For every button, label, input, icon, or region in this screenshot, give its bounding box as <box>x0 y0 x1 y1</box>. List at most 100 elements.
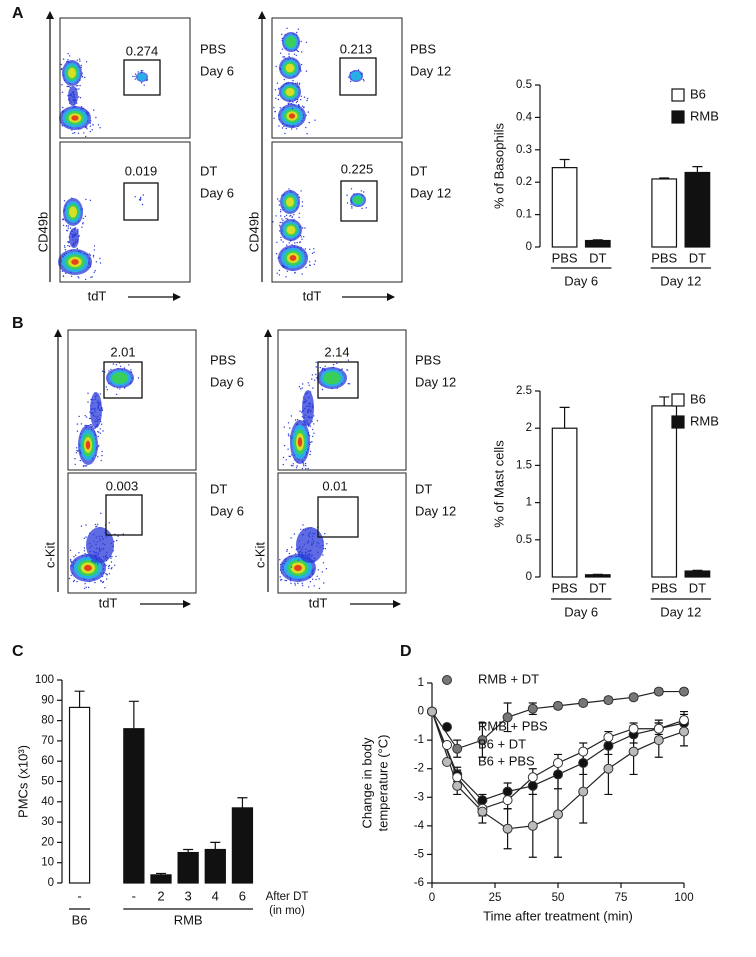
event-dot <box>278 274 281 276</box>
day-label: Day 6 <box>200 185 234 200</box>
event-dot <box>293 214 295 216</box>
event-dot <box>78 552 80 554</box>
event-dot <box>91 129 93 131</box>
density-level <box>285 36 297 48</box>
point <box>452 743 463 754</box>
x-axis-label: tdT <box>88 288 107 303</box>
event-dot <box>300 95 303 98</box>
event-dot <box>84 76 86 79</box>
event-dot <box>140 82 143 84</box>
event-dot <box>83 537 86 539</box>
point <box>603 740 614 751</box>
point <box>679 715 689 726</box>
event-dot <box>83 132 85 134</box>
event-dot <box>116 393 118 396</box>
event-dot <box>85 126 87 129</box>
y-tick-label: 0.3 <box>516 144 532 156</box>
gate <box>105 494 143 536</box>
event-dot <box>296 419 299 421</box>
event-dot <box>287 422 290 424</box>
density-level <box>69 228 79 248</box>
event-dot <box>325 568 328 570</box>
event-dot <box>143 84 145 86</box>
x-tick-label: PBS <box>552 250 578 265</box>
event-dot <box>106 574 108 576</box>
event-dot <box>115 364 118 366</box>
event-dot <box>79 60 81 62</box>
event-dot <box>60 63 62 66</box>
event-dot <box>100 459 102 462</box>
error-bar <box>559 406 570 429</box>
legend-swatch <box>671 110 685 124</box>
event-dot <box>76 430 79 432</box>
gate <box>339 57 377 96</box>
event-dot <box>312 435 314 438</box>
y-tick-label: 0.2 <box>516 176 532 188</box>
event-dot <box>282 241 284 243</box>
event-dot <box>100 423 103 425</box>
group-label: Day 12 <box>660 273 701 288</box>
event-dot <box>306 133 308 135</box>
density-level <box>68 67 76 79</box>
event-dot <box>300 528 302 531</box>
legend-label: RMB + DT <box>478 671 539 686</box>
event-dot <box>77 132 80 134</box>
event-dot <box>303 106 305 109</box>
point <box>527 820 538 831</box>
event-dot <box>341 368 343 370</box>
event-dot <box>308 384 310 386</box>
plot-frame <box>67 329 197 471</box>
group-label: RMB <box>174 912 203 927</box>
event-dot <box>300 388 302 390</box>
x-tick-label: PBS <box>552 580 578 595</box>
y-axis-label: PMCs (x10³) <box>15 745 30 818</box>
annotation: After DT <box>266 891 309 903</box>
x-tick-label: DT <box>589 250 606 265</box>
event-dot <box>81 76 84 78</box>
event-dot <box>101 409 104 412</box>
event-dot <box>296 128 298 130</box>
flow-plot <box>271 141 403 283</box>
error-bar <box>74 690 85 708</box>
bar <box>68 706 91 884</box>
event-dot <box>296 82 299 84</box>
event-dot <box>72 132 74 134</box>
event-dot <box>86 126 88 128</box>
density-level <box>285 63 295 73</box>
event-dot <box>99 262 102 264</box>
event-dot <box>300 63 303 66</box>
event-dot <box>297 50 299 53</box>
error-bar <box>559 158 570 168</box>
plot-frame <box>277 472 407 594</box>
event-dot <box>315 373 317 376</box>
event-dot <box>272 221 274 223</box>
event-dot <box>307 467 309 470</box>
error-bar <box>659 396 670 406</box>
event-dot <box>305 126 307 129</box>
event-dot <box>89 424 92 426</box>
event-dot <box>312 428 314 431</box>
event-dot <box>305 41 308 43</box>
event-dot <box>285 579 288 582</box>
event-dot <box>285 214 288 216</box>
event-dot <box>276 253 278 255</box>
event-dot <box>284 560 287 563</box>
y-tick-label: -4 <box>414 820 425 832</box>
event-dot <box>63 245 66 247</box>
y-tick-label: 10 <box>41 857 54 869</box>
event-dot <box>63 200 66 202</box>
point <box>679 726 689 737</box>
event-dot <box>140 70 143 72</box>
event-dot <box>303 465 305 467</box>
event-dot <box>288 55 290 58</box>
condition-label: PBS <box>415 352 441 367</box>
event-dot <box>85 198 87 201</box>
point <box>603 763 614 774</box>
event-dot <box>287 58 289 60</box>
event-dot <box>305 467 307 470</box>
bar <box>204 848 226 884</box>
event-dot <box>75 554 77 556</box>
legend-marker <box>442 722 452 732</box>
event-dot <box>288 552 291 555</box>
